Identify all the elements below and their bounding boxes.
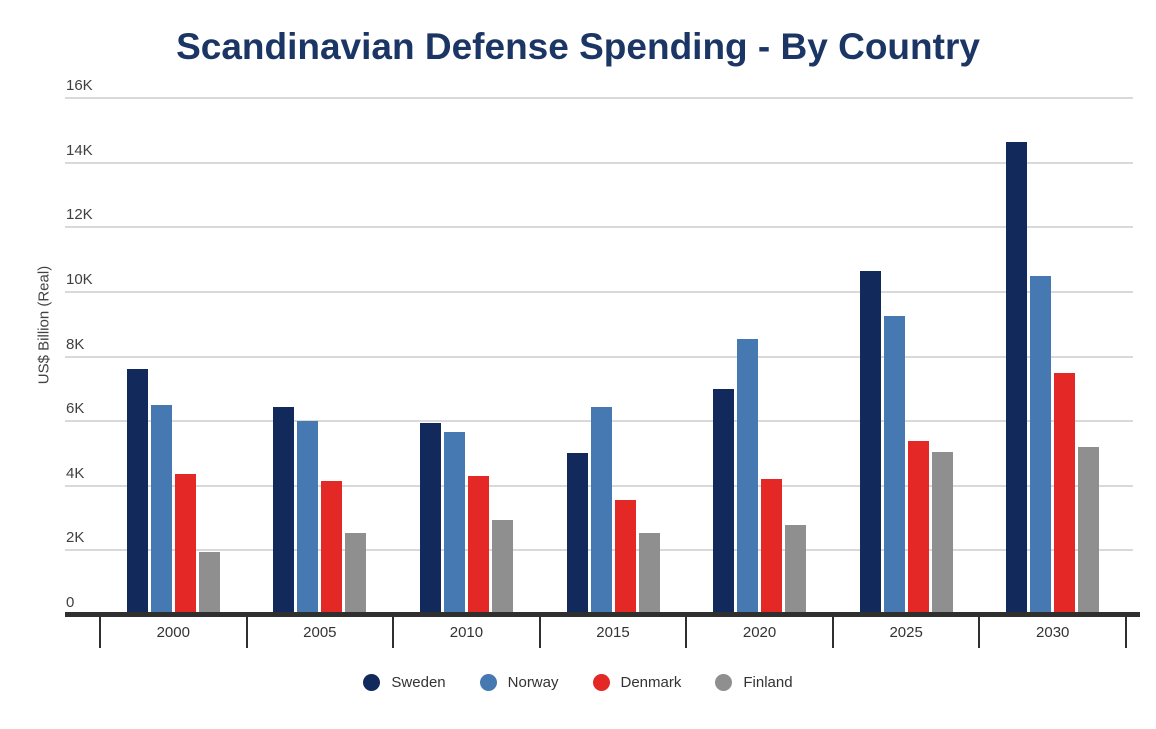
bar-denmark-2005[interactable] — [321, 480, 343, 615]
x-category-label-2025: 2025 — [889, 624, 923, 641]
gridline-14k — [65, 161, 1133, 164]
bar-norway-2030[interactable] — [1030, 275, 1052, 615]
bar-denmark-2030[interactable] — [1054, 372, 1076, 615]
legend-swatch-finland — [715, 674, 733, 691]
legend-swatch-sweden — [363, 674, 381, 691]
x-category-label-2005: 2005 — [303, 624, 337, 641]
y-tick-label-8k: 8K — [66, 335, 85, 353]
legend-item-denmark[interactable]: Denmark — [592, 674, 682, 691]
x-axis-tick — [831, 615, 834, 648]
x-category-label-2000: 2000 — [156, 624, 190, 641]
y-tick-label-2k: 2K — [66, 529, 85, 547]
y-tick-label-4k: 4K — [66, 464, 85, 482]
y-tick-label-6k: 6K — [66, 400, 85, 418]
legend-item-norway[interactable]: Norway — [479, 674, 559, 691]
y-axis-title: US$ Billion (Real) — [35, 265, 53, 385]
bar-norway-2010[interactable] — [443, 432, 465, 615]
gridline-16k — [65, 97, 1133, 99]
bar-finland-2010[interactable] — [491, 519, 513, 615]
x-axis-tick — [978, 615, 981, 648]
bar-denmark-2025[interactable] — [907, 440, 929, 615]
bar-sweden-2015[interactable] — [566, 453, 588, 615]
gridline-8k — [65, 355, 1133, 358]
bar-finland-2000[interactable] — [198, 551, 220, 615]
x-category-label-2030: 2030 — [1036, 624, 1070, 641]
legend-label-sweden: Sweden — [391, 674, 446, 691]
y-tick-label-10k: 10K — [66, 270, 93, 288]
x-category-label-2015: 2015 — [596, 624, 630, 641]
legend: Sweden Norway Denmark Finland — [0, 674, 1156, 691]
bar-norway-2005[interactable] — [297, 421, 319, 615]
bar-sweden-2025[interactable] — [859, 270, 881, 615]
legend-label-denmark: Denmark — [620, 674, 682, 691]
y-tick-label-14k: 14K — [66, 141, 93, 159]
bar-finland-2015[interactable] — [638, 532, 660, 615]
gridline-10k — [65, 290, 1133, 293]
y-tick-label-0: 0 — [66, 594, 75, 611]
x-category-label-2020: 2020 — [742, 624, 777, 641]
legend-label-finland: Finland — [743, 674, 793, 691]
legend-item-sweden[interactable]: Sweden — [363, 674, 446, 691]
bar-sweden-2030[interactable] — [1006, 141, 1028, 615]
bar-denmark-2010[interactable] — [467, 476, 489, 615]
gridline-12k — [65, 226, 1133, 229]
legend-swatch-norway — [479, 674, 497, 691]
bar-norway-2025[interactable] — [883, 316, 905, 615]
bar-finland-2025[interactable] — [931, 451, 953, 615]
x-axis-tick — [1125, 615, 1127, 648]
bar-finland-2005[interactable] — [345, 532, 367, 615]
chart-title: Scandinavian Defense Spending - By Count… — [176, 26, 980, 67]
bar-sweden-2020[interactable] — [713, 388, 735, 615]
legend-label-norway: Norway — [507, 674, 559, 691]
bar-finland-2030[interactable] — [1078, 446, 1100, 615]
bar-denmark-2000[interactable] — [174, 474, 196, 615]
bar-norway-2000[interactable] — [150, 404, 172, 615]
x-axis-tick — [685, 615, 688, 648]
bar-denmark-2015[interactable] — [614, 500, 636, 615]
x-axis-tick — [392, 615, 395, 648]
y-tick-label-16k: 16K — [66, 77, 93, 94]
bar-sweden-2010[interactable] — [419, 422, 441, 615]
x-axis-tick — [245, 615, 248, 648]
bar-denmark-2020[interactable] — [761, 479, 783, 615]
legend-item-finland[interactable]: Finland — [715, 674, 793, 691]
x-axis-line — [65, 612, 1140, 617]
x-category-label-2010: 2010 — [449, 624, 484, 641]
bar-norway-2015[interactable] — [590, 406, 612, 615]
x-axis-tick — [99, 615, 101, 648]
bar-finland-2020[interactable] — [785, 524, 807, 615]
bar-sweden-2000[interactable] — [126, 369, 148, 615]
x-axis-tick — [538, 615, 541, 648]
bar-sweden-2005[interactable] — [273, 406, 295, 615]
bar-norway-2020[interactable] — [737, 338, 759, 615]
legend-swatch-denmark — [592, 674, 610, 691]
y-tick-label-12k: 12K — [66, 206, 93, 224]
